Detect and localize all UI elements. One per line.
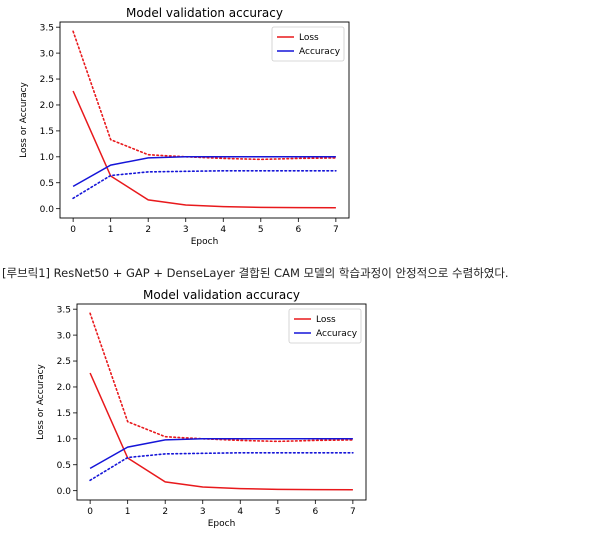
accuracy-series-line [72, 156, 336, 188]
x-tick-label: 5 [275, 507, 281, 517]
y-tick-label: 0.0 [40, 205, 55, 215]
legend-box [271, 26, 345, 62]
y-tick-label: 2.5 [57, 357, 71, 367]
legend-box [288, 308, 362, 344]
x-tick-label: 6 [295, 225, 301, 235]
legend: Loss Accuracy [271, 26, 345, 62]
y-axis-label: Loss or Accuracy [36, 363, 46, 439]
y-axis-label: Loss or Accuracy [19, 81, 29, 157]
loss-dotted-series-line [72, 30, 337, 161]
y-tick-label: 1.5 [40, 127, 54, 137]
x-axis-label: Epoch [208, 519, 236, 529]
x-tick-label: 1 [125, 507, 131, 517]
x-tick-label: 7 [350, 507, 356, 517]
y-tick-label: 2.5 [40, 75, 54, 85]
legend-label-loss: Loss [299, 33, 319, 43]
chart-svg: Model validation accuracy 0 1 2 3 4 5 6 7 0.0 0.5 1… [36, 288, 367, 529]
accuracy-dotted-series-line [89, 452, 354, 482]
y-tick-label: 3.0 [57, 331, 72, 341]
legend-label-accuracy: Accuracy [299, 47, 341, 57]
x-tick-label: 1 [108, 225, 114, 235]
y-tick-label: 2.0 [57, 383, 72, 393]
y-tick-label: 0.5 [57, 461, 71, 471]
loss-series-line [89, 372, 353, 491]
x-tick-label: 3 [183, 225, 189, 235]
x-tick-label: 7 [333, 225, 339, 235]
x-tick-label: 2 [162, 507, 168, 517]
accuracy-dotted-series-line [72, 170, 337, 200]
plot-frame [59, 21, 350, 219]
x-tick-label: 4 [237, 507, 243, 517]
x-tick-label: 0 [87, 507, 93, 517]
legend-label-loss: Loss [316, 315, 336, 325]
chart-title: Model validation accuracy [126, 6, 283, 20]
y-tick-label: 1.0 [57, 435, 72, 445]
legend-label-accuracy: Accuracy [316, 329, 358, 339]
y-tick-label: 1.0 [40, 153, 55, 163]
y-tick-label: 2.0 [40, 101, 55, 111]
chart-top: Model validation accuracy 0 1 2 3 4 5 6 7 0.0 0.5 1… [10, 4, 362, 254]
caption-text: [루브릭1] ResNet50 + GAP + DenseLayer 결합된 C… [2, 266, 509, 280]
y-tick-label: 3.5 [57, 305, 71, 315]
plot-frame [76, 303, 367, 501]
y-tick-label: 0.5 [40, 179, 54, 189]
x-tick-label: 6 [312, 507, 318, 517]
x-tick-label: 3 [200, 507, 206, 517]
y-tick-label: 0.0 [57, 487, 72, 497]
chart-title: Model validation accuracy [143, 288, 300, 302]
accuracy-series-line [89, 438, 353, 470]
y-tick-label: 1.5 [57, 409, 71, 419]
x-tick-label: 0 [70, 225, 76, 235]
y-tick-label: 3.0 [40, 49, 55, 59]
x-axis-label: Epoch [191, 237, 219, 247]
x-tick-label: 4 [220, 225, 226, 235]
legend: Loss Accuracy [288, 308, 362, 344]
x-tick-label: 5 [258, 225, 264, 235]
chart-svg: Model validation accuracy 0 1 2 3 4 5 6 7 0.0 0.5 1… [19, 6, 350, 247]
y-tick-label: 3.5 [40, 23, 54, 33]
x-tick-label: 2 [145, 225, 151, 235]
loss-series-line [72, 90, 336, 209]
loss-dotted-series-line [89, 312, 354, 443]
chart-bottom: Model validation accuracy 0 1 2 3 4 5 6 7 0.0 0.5 1… [27, 286, 379, 536]
